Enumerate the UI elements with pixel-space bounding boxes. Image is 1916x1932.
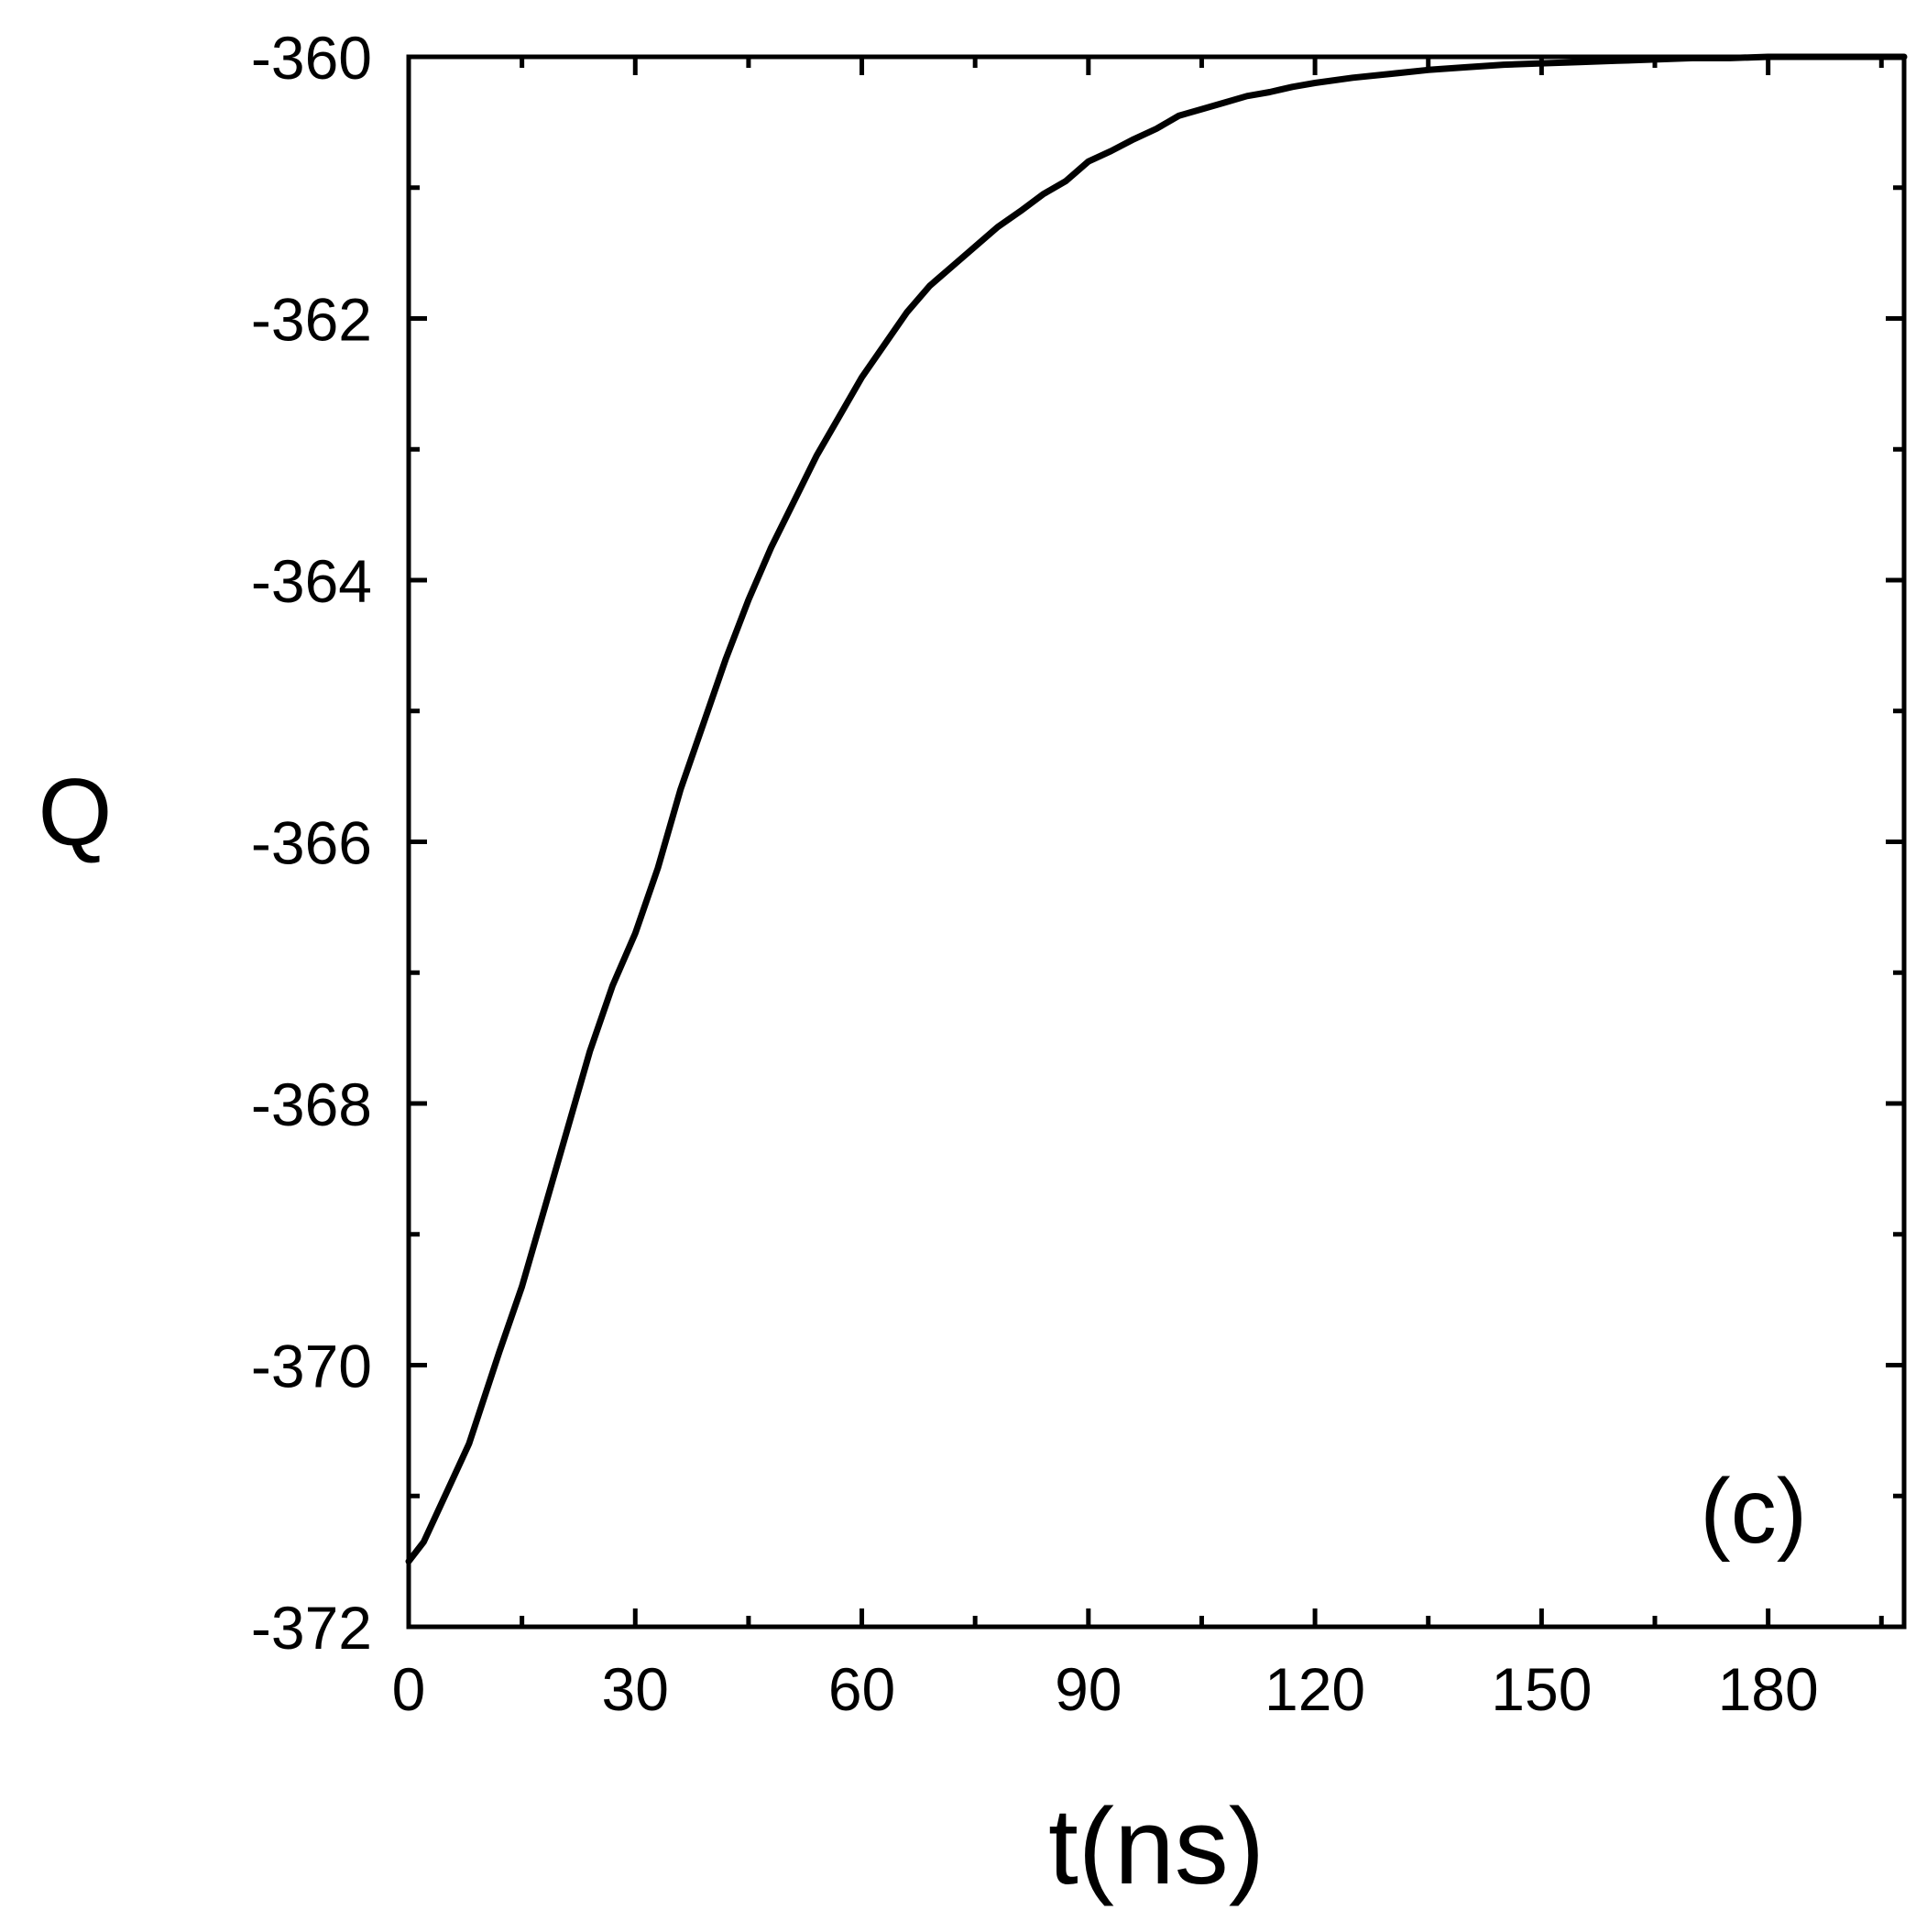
y-tick-label: -370 (251, 1333, 372, 1400)
y-axis-title: Q (38, 760, 113, 866)
x-tick-label: 30 (602, 1655, 669, 1723)
series-line (405, 53, 1908, 1565)
y-tick-label: -360 (251, 24, 372, 92)
x-tick-label: 60 (828, 1655, 895, 1723)
x-tick-label: 120 (1265, 1655, 1365, 1723)
y-tick-label: -362 (251, 286, 372, 354)
y-tick-label: -366 (251, 809, 372, 877)
x-tick-label: 180 (1718, 1655, 1819, 1723)
x-tick-label: 90 (1055, 1655, 1122, 1723)
plot-frame (406, 54, 1907, 1630)
y-tick-label: -364 (251, 547, 372, 615)
x-tick-label: 150 (1491, 1655, 1592, 1723)
y-tick-label: -368 (251, 1070, 372, 1138)
x-tick-label: 0 (392, 1655, 426, 1723)
x-axis-title: t(ns) (1048, 1786, 1265, 1907)
tick-labels-layer: 0 30 60 90 120 150 180 -372 -370 -368 -366 -364 -362… (251, 24, 1819, 1723)
panel-label: (c) (1700, 1460, 1807, 1563)
y-tick-label: -372 (251, 1594, 372, 1662)
